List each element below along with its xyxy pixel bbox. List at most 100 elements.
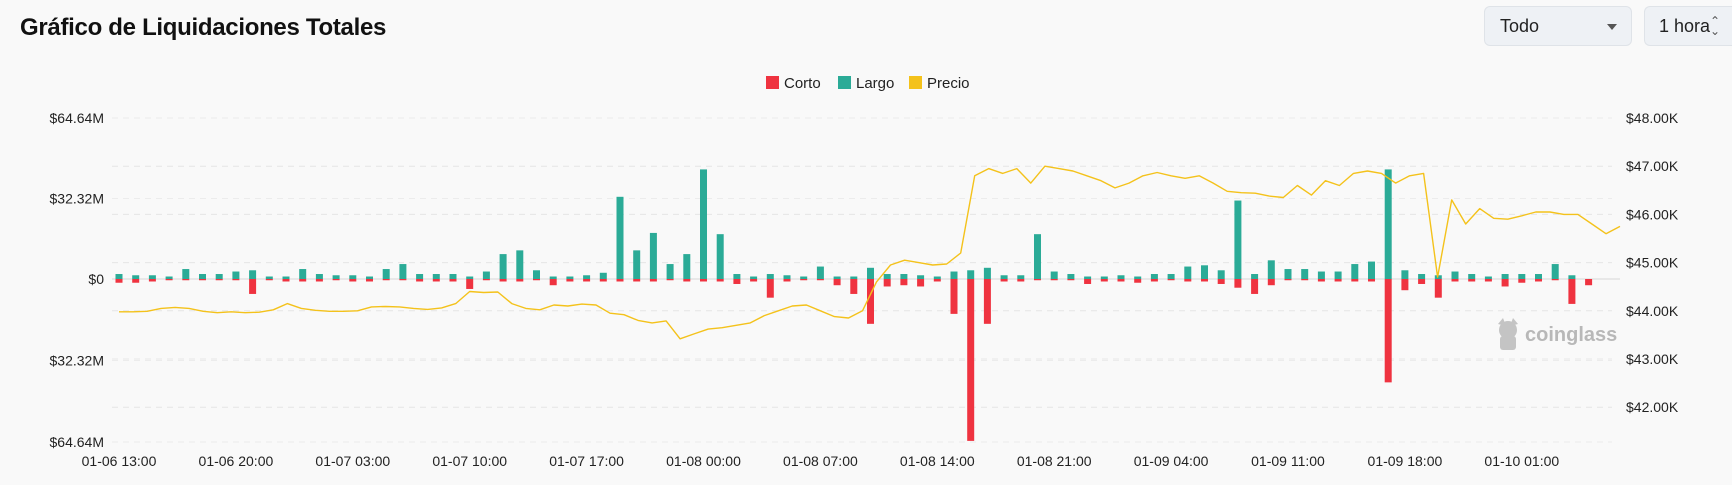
long-bar[interactable] (783, 275, 791, 279)
short-bar[interactable] (1167, 279, 1175, 281)
long-bar[interactable] (967, 270, 975, 279)
short-bar[interactable] (1217, 279, 1225, 284)
long-bar[interactable] (750, 276, 758, 279)
long-bar[interactable] (1067, 274, 1075, 279)
long-bar[interactable] (917, 275, 925, 279)
short-bar[interactable] (399, 279, 407, 281)
long-bar[interactable] (1484, 276, 1492, 279)
short-bar[interactable] (683, 279, 691, 282)
long-bar[interactable] (983, 267, 991, 279)
legend[interactable]: Corto Largo Precio (766, 75, 970, 92)
interval-select[interactable]: 1 hora ⌃ ⌄ (1644, 6, 1732, 46)
long-bar[interactable] (165, 276, 173, 279)
short-bar[interactable] (1434, 279, 1442, 298)
short-bar[interactable] (616, 279, 624, 282)
short-bar[interactable] (148, 279, 156, 282)
long-bar[interactable] (599, 272, 607, 279)
legend-label[interactable]: Corto (784, 75, 821, 92)
short-bar[interactable] (165, 279, 173, 281)
short-bar[interactable] (549, 279, 557, 286)
short-bar[interactable] (1017, 279, 1025, 282)
long-bar[interactable] (1267, 260, 1275, 279)
short-bar[interactable] (1234, 279, 1242, 288)
long-bar[interactable] (800, 276, 808, 279)
long-bar[interactable] (199, 274, 206, 279)
long-bar[interactable] (1251, 274, 1259, 279)
long-bar[interactable] (900, 274, 908, 279)
short-bar[interactable] (783, 279, 791, 282)
short-bar[interactable] (1034, 279, 1041, 281)
short-bar[interactable] (1317, 279, 1325, 282)
short-bar[interactable] (115, 279, 123, 283)
short-bar[interactable] (599, 279, 607, 282)
short-bar[interactable] (733, 279, 741, 284)
short-bar[interactable] (215, 279, 223, 281)
short-bar[interactable] (917, 279, 925, 287)
short-bar[interactable] (1401, 279, 1409, 291)
long-bar[interactable] (1167, 274, 1175, 279)
short-bar[interactable] (1267, 279, 1275, 286)
long-bar[interactable] (1535, 274, 1542, 279)
long-bar[interactable] (282, 276, 290, 279)
short-bar[interactable] (432, 279, 440, 282)
short-bar[interactable] (1551, 279, 1559, 281)
short-bar[interactable] (833, 279, 841, 286)
long-bar[interactable] (1317, 271, 1325, 279)
short-bar[interactable] (1501, 279, 1509, 287)
long-bar[interactable] (1100, 276, 1108, 279)
long-bar[interactable] (1501, 274, 1509, 279)
short-bar[interactable] (900, 279, 908, 286)
long-bar[interactable] (700, 169, 707, 279)
short-bar[interactable] (282, 279, 290, 282)
short-bar[interactable] (583, 279, 591, 282)
long-bar[interactable] (867, 267, 874, 279)
long-bar[interactable] (583, 275, 591, 279)
long-bar[interactable] (733, 274, 741, 279)
long-bar[interactable] (466, 276, 474, 279)
long-bar[interactable] (449, 274, 457, 279)
long-bar[interactable] (349, 275, 357, 279)
long-bar[interactable] (366, 276, 373, 279)
long-bar[interactable] (1034, 234, 1041, 279)
long-bar[interactable] (432, 274, 440, 279)
short-bar[interactable] (382, 279, 390, 281)
short-bar[interactable] (366, 279, 373, 282)
short-bar[interactable] (299, 279, 307, 282)
range-select[interactable]: Todo (1484, 6, 1632, 46)
short-bar[interactable] (666, 279, 674, 281)
short-bar[interactable] (700, 279, 707, 282)
long-bar[interactable] (883, 274, 891, 279)
long-bar[interactable] (1368, 261, 1375, 279)
short-bar[interactable] (967, 279, 975, 441)
long-bar[interactable] (416, 274, 424, 279)
short-bar[interactable] (766, 279, 774, 298)
legend-label[interactable]: Largo (856, 75, 894, 92)
long-bar[interactable] (1284, 269, 1292, 279)
long-bar[interactable] (950, 271, 958, 279)
long-bar[interactable] (616, 196, 624, 279)
long-bar[interactable] (1351, 264, 1359, 279)
short-bar[interactable] (182, 279, 190, 281)
short-bar[interactable] (1201, 279, 1208, 282)
long-bar[interactable] (1468, 274, 1476, 279)
long-bar[interactable] (1401, 270, 1409, 279)
short-bar[interactable] (466, 279, 474, 289)
long-bar[interactable] (182, 269, 190, 279)
short-bar[interactable] (950, 279, 958, 314)
long-bar[interactable] (1451, 271, 1459, 279)
long-bar[interactable] (299, 269, 307, 279)
short-bar[interactable] (1117, 279, 1125, 282)
long-bar[interactable] (499, 254, 507, 279)
short-bar[interactable] (1468, 279, 1476, 282)
short-bar[interactable] (1184, 279, 1192, 282)
long-bar[interactable] (265, 276, 273, 279)
short-bar[interactable] (867, 279, 874, 324)
long-bar[interactable] (516, 250, 524, 279)
long-bar[interactable] (1217, 270, 1225, 279)
long-bar[interactable] (850, 276, 858, 279)
short-bar[interactable] (199, 279, 206, 281)
long-bar[interactable] (833, 276, 841, 279)
short-bar[interactable] (416, 279, 424, 282)
short-bar[interactable] (1368, 279, 1375, 282)
long-bar[interactable] (1518, 274, 1526, 279)
